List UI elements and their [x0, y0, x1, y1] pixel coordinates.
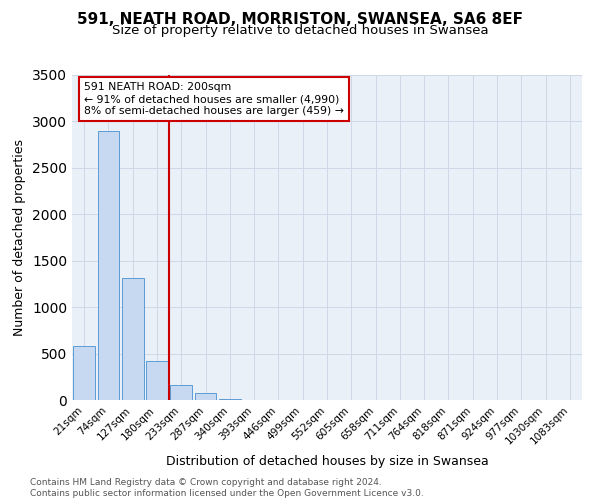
Text: Contains HM Land Registry data © Crown copyright and database right 2024.
Contai: Contains HM Land Registry data © Crown c…	[30, 478, 424, 498]
Y-axis label: Number of detached properties: Number of detached properties	[13, 139, 26, 336]
Text: 591 NEATH ROAD: 200sqm
← 91% of detached houses are smaller (4,990)
8% of semi-d: 591 NEATH ROAD: 200sqm ← 91% of detached…	[84, 82, 344, 116]
Text: 591, NEATH ROAD, MORRISTON, SWANSEA, SA6 8EF: 591, NEATH ROAD, MORRISTON, SWANSEA, SA6…	[77, 12, 523, 28]
Bar	[219, 399, 241, 400]
Bar	[97, 130, 119, 400]
Bar	[122, 278, 143, 400]
X-axis label: Distribution of detached houses by size in Swansea: Distribution of detached houses by size …	[166, 454, 488, 468]
Bar	[73, 346, 95, 400]
Bar	[170, 384, 192, 400]
Bar	[194, 393, 217, 400]
Bar	[146, 362, 168, 400]
Text: Size of property relative to detached houses in Swansea: Size of property relative to detached ho…	[112, 24, 488, 37]
